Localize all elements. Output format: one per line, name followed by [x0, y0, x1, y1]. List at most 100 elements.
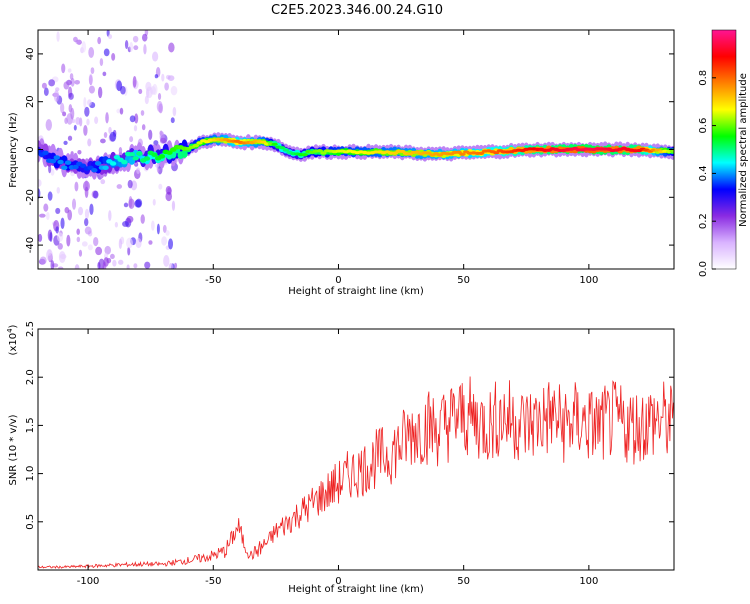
heatmap-noise-blob	[156, 100, 163, 113]
heatmap-noise-blob	[132, 35, 139, 43]
heatmap-noise-blob	[134, 113, 139, 124]
heatmap-ridge-cell	[102, 165, 109, 170]
heatmap-noise-blob	[69, 73, 74, 80]
heatmap-noise-blob	[45, 211, 50, 221]
heatmap-noise-blob	[119, 107, 124, 115]
heatmap-noise-blob	[152, 51, 159, 62]
heatmap-noise-blob	[47, 191, 53, 201]
heatmap-noise-blob	[167, 75, 175, 82]
heatmap-noise-blob	[50, 260, 55, 269]
heatmap-ridge-cell	[455, 150, 462, 154]
heatmap-noise-blob	[122, 221, 129, 227]
heatmap-ridge-cell	[61, 165, 68, 170]
heatmap-ridge-cell	[109, 161, 117, 166]
heatmap-ridge-cell	[94, 161, 102, 166]
heatmap-noise-blob	[133, 45, 139, 51]
top-x-ticks: -100 -50 0 50 100	[77, 30, 598, 286]
heatmap-noise-blob	[120, 85, 126, 95]
heatmap-noise-blob	[67, 68, 72, 73]
top-x-axis-label: Height of straight line (km)	[288, 286, 424, 297]
heatmap-ridge-cell	[493, 151, 500, 155]
heatmap-ridge-cell	[271, 142, 278, 146]
heatmap-noise-blob	[170, 85, 178, 96]
heatmap-noise-blob	[144, 261, 151, 269]
heatmap-noise-blob	[126, 215, 134, 223]
heatmap-noise-blob	[162, 224, 167, 233]
heatmap-noise-blob	[107, 34, 113, 40]
heatmap-noise-blob	[156, 223, 160, 235]
top-y-tick-label: -40	[25, 237, 36, 253]
heatmap-noise-blob	[138, 88, 143, 95]
colorbar: 0.0 0.2 0.4 0.6 0.8 Normalized spectral ampl…	[698, 29, 749, 277]
bottom-x-tick-label: 100	[579, 576, 598, 587]
heatmap-noise-blob	[60, 217, 65, 230]
heatmap-noise-blob	[56, 232, 64, 242]
heatmap-noise-blob	[118, 259, 124, 265]
heatmap-ridge-cell	[53, 155, 60, 160]
heatmap-ridge-cell	[143, 156, 151, 161]
heatmap-noise-blob	[38, 188, 41, 199]
heatmap-noise-blob	[133, 263, 138, 269]
heatmap-noise-blob	[99, 58, 104, 67]
heatmap-noise-blob	[49, 232, 53, 243]
heatmap-noise-blob	[102, 261, 107, 269]
heatmap-noise-blob	[76, 228, 80, 235]
heatmap-noise-blob	[129, 115, 136, 123]
heatmap-noise-blob	[88, 85, 95, 94]
colorbar-tick-label: 0.4	[698, 165, 709, 181]
heatmap-noise-blob	[148, 240, 153, 245]
heatmap-noise-blob	[57, 243, 63, 250]
heatmap-noise-blob	[73, 124, 77, 131]
heatmap-noise-blob	[81, 241, 88, 247]
heatmap-noise-blob	[141, 33, 148, 42]
top-y-tick-label: 0	[25, 146, 36, 152]
heatmap-noise-blob	[170, 117, 175, 124]
heatmap-noise-blob	[108, 126, 112, 134]
top-x-tick-label: -50	[205, 275, 221, 286]
bottom-y-ticks: 0.5 1.0 1.5 2.0 2.5	[25, 321, 674, 530]
top-x-tick-label: 50	[457, 275, 470, 286]
heatmap-ridge-cell	[42, 150, 49, 156]
heatmap-noise-blob	[93, 236, 99, 247]
heatmap-noise-blob	[95, 246, 103, 256]
top-x-tick-label: 0	[335, 275, 341, 286]
heatmap-noise-blob	[90, 67, 95, 74]
bottom-y-tick-label: 1.0	[25, 466, 36, 482]
heatmap-noise-blob	[41, 82, 47, 89]
heatmap-noise-blob	[154, 74, 159, 79]
heatmap-noise-blob	[83, 97, 87, 109]
top-y-ticks: -40 -20 0 20 40	[25, 48, 674, 253]
heatmap-noise-blob	[97, 36, 102, 45]
heatmap-noise-blob	[173, 262, 178, 269]
heatmap-ridge-cell	[166, 150, 173, 155]
heatmap-noise-blob	[108, 210, 112, 222]
colorbar-tick-label: 0.6	[698, 118, 709, 134]
heatmap-noise-blob	[46, 249, 53, 261]
heatmap-noise-blob	[102, 71, 107, 77]
heatmap-noise-blob	[45, 119, 52, 131]
heatmap-noise-blob	[104, 245, 111, 255]
heatmap-noise-blob	[158, 183, 163, 190]
heatmap-ridge-cell	[158, 154, 166, 159]
bottom-y-tick-label: 2.5	[25, 321, 36, 337]
bottom-x-tick-label: -50	[205, 576, 221, 587]
heatmap-noise-blob	[55, 226, 59, 234]
spectrogram-panel: -100 -50 0 50 100 -40 -20 0 20 40 Height of stra…	[8, 29, 675, 297]
heatmap-noise-blob	[159, 137, 167, 144]
heatmap-noise-blob	[165, 186, 172, 195]
heatmap-ridge-cell	[320, 151, 327, 155]
top-x-tick-label: -100	[77, 275, 100, 286]
bottom-x-tick-label: 0	[335, 576, 341, 587]
heatmap-noise-blob	[135, 237, 142, 249]
heatmap-ridge-cell	[282, 148, 290, 152]
heatmap-noise-blob	[148, 129, 153, 141]
heatmap-ridge-cell	[301, 153, 308, 157]
heatmap-noise-blob	[161, 236, 168, 246]
heatmap-noise-blob	[87, 138, 92, 147]
heatmap-noise-blob	[38, 233, 43, 242]
heatmap-noise-blob	[39, 213, 46, 218]
colorbar-tick-label: 0.8	[698, 70, 709, 86]
heatmap-noise-blob	[161, 73, 165, 82]
